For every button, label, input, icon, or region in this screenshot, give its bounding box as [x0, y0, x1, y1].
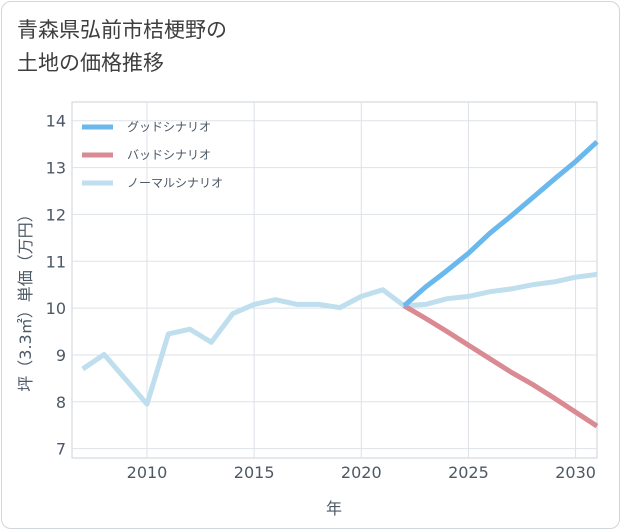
series-lines — [81, 139, 599, 429]
y-tick-label: 9 — [56, 346, 66, 365]
legend-label: ノーマルシナリオ — [127, 176, 223, 190]
x-tick-label: 2025 — [448, 463, 489, 482]
chart-title-line-1: 青森県弘前市桔梗野の — [17, 18, 227, 42]
x-tick-labels: 2010 2015 2020 2025 2030 — [127, 463, 596, 482]
plot-area — [71, 101, 598, 459]
y-tick-label: 13 — [46, 159, 66, 178]
chart-title-line-2: 土地の価格推移 — [17, 51, 164, 75]
legend-label: グッドシナリオ — [127, 120, 211, 134]
legend-label: バッドシナリオ — [127, 148, 211, 162]
x-axis-label: 年 — [326, 499, 342, 518]
y-tick-label: 14 — [46, 112, 66, 131]
series-line-1 — [402, 139, 599, 308]
y-axis-label: 坪（3.3㎡）単価（万円） — [16, 206, 35, 391]
y-tick-label: 8 — [56, 393, 66, 412]
x-tick-label: 2015 — [234, 463, 275, 482]
y-tick-labels: 7 8 9 10 11 12 13 14 — [46, 112, 66, 459]
y-tick-label: 7 — [56, 440, 66, 459]
x-tick-label: 2020 — [341, 463, 382, 482]
series-line-2 — [402, 303, 599, 429]
x-tick-label: 2030 — [555, 463, 596, 482]
x-tick-label: 2010 — [127, 463, 168, 482]
y-tick-label: 11 — [46, 252, 66, 271]
chart-title: 青森県弘前市桔梗野の 土地の価格推移 — [17, 14, 577, 80]
series-line-3 — [81, 271, 598, 407]
y-tick-label: 12 — [46, 205, 66, 224]
y-tick-label: 10 — [46, 299, 66, 318]
